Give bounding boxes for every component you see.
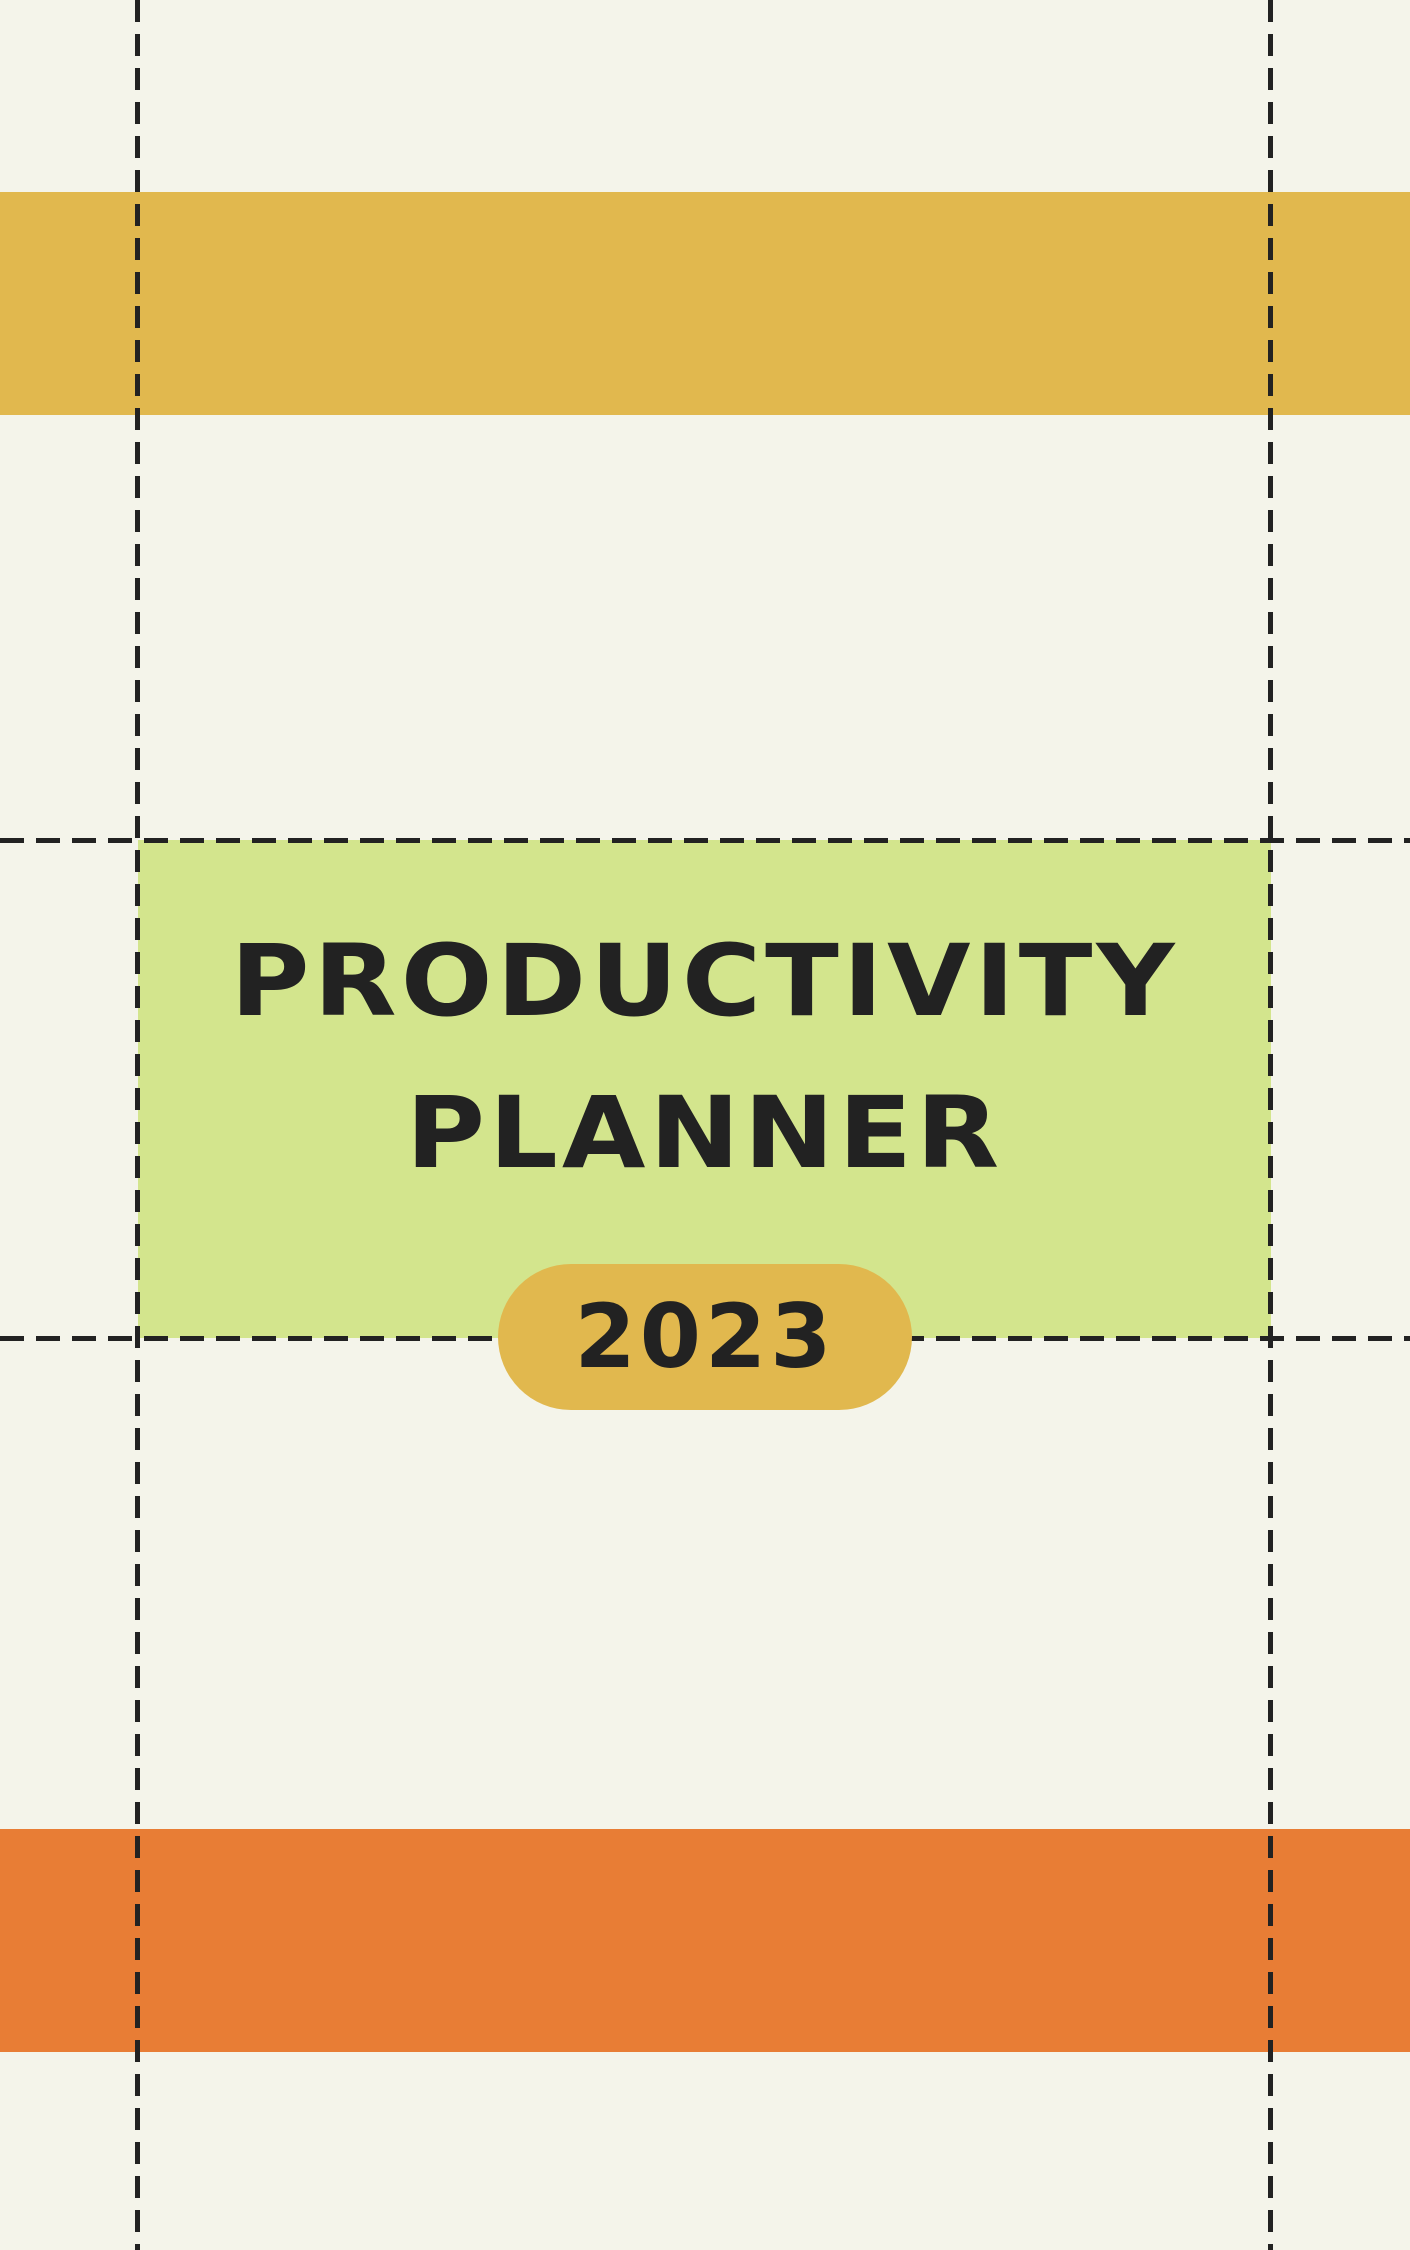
title-panel bbox=[138, 840, 1271, 1338]
title-line-productivity: PRODUCTIVITY bbox=[230, 924, 1179, 1040]
top-stripe bbox=[0, 192, 1410, 415]
upper-dashed-line bbox=[0, 838, 1410, 843]
title-line-planner: PLANNER bbox=[405, 1076, 1004, 1192]
year-label: 2023 bbox=[574, 1285, 836, 1388]
right-dashed-line bbox=[1268, 0, 1273, 2250]
bottom-stripe bbox=[0, 1829, 1410, 2052]
year-badge: 2023 bbox=[498, 1264, 912, 1410]
left-dashed-line bbox=[135, 0, 140, 2250]
